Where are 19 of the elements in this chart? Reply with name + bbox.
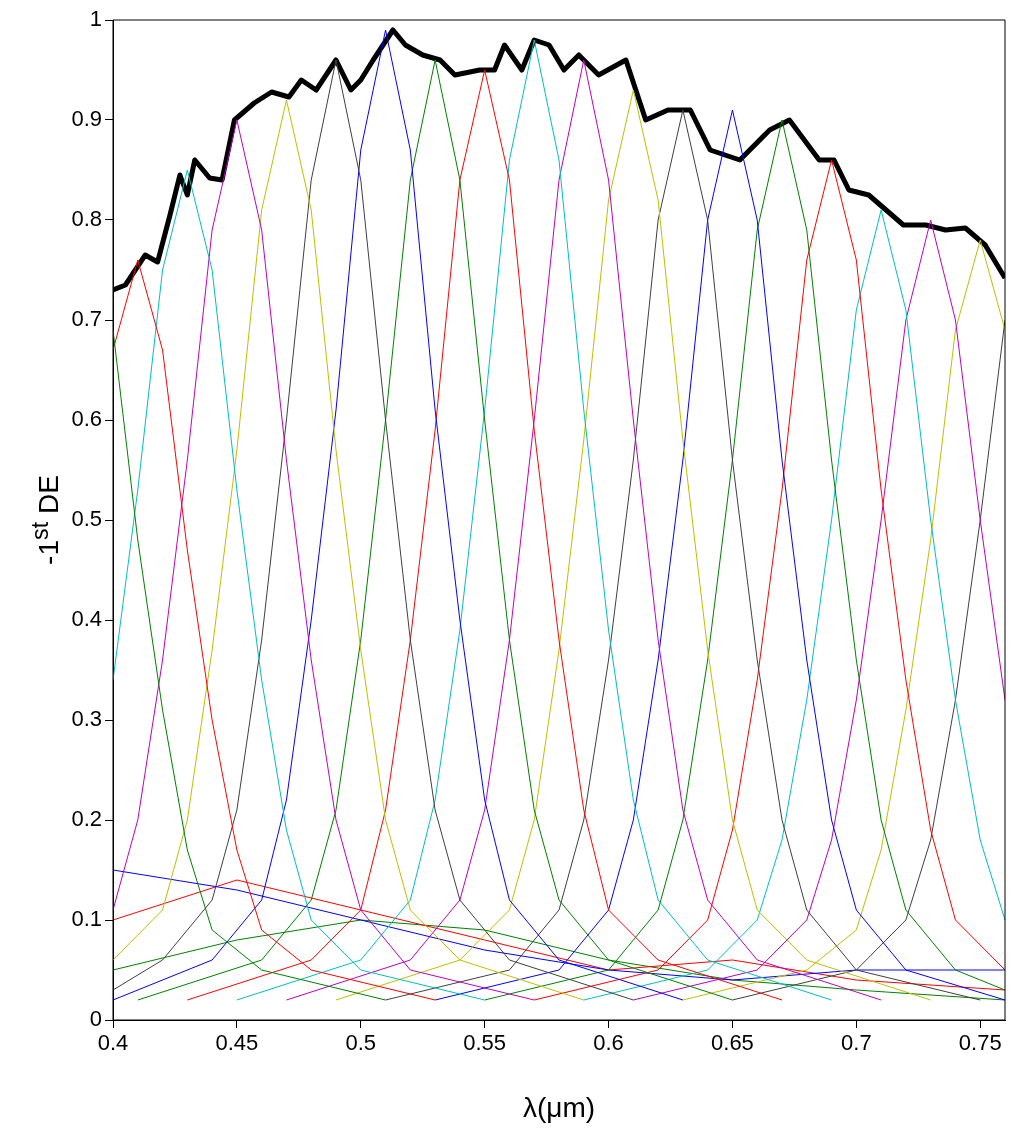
x-tick-label: 0.55 xyxy=(463,1030,507,1056)
x-tick-label: 0.6 xyxy=(593,1030,624,1056)
x-axis-title: λ(μm) xyxy=(521,1092,597,1124)
y-tick-label: 0.1 xyxy=(71,906,102,932)
y-tick-label: 1 xyxy=(89,6,102,32)
y-tick-label: 0.6 xyxy=(71,406,102,432)
x-tick-label: 0.5 xyxy=(345,1030,377,1056)
y-tick-label: 0.4 xyxy=(71,606,102,632)
x-tick-label: 0.45 xyxy=(215,1030,259,1056)
y-tick-label: 0.8 xyxy=(71,206,102,232)
y-tick-label: 0.2 xyxy=(71,806,102,832)
x-tick-label: 0.75 xyxy=(958,1030,1002,1056)
x-tick-label: 0.7 xyxy=(841,1030,872,1056)
y-tick-label: 0.7 xyxy=(71,306,102,332)
y-tick-label: 0.9 xyxy=(71,106,102,132)
y-tick-label: 0 xyxy=(89,1006,102,1032)
y-tick-label: 0.3 xyxy=(71,706,102,732)
x-tick-label: 0.65 xyxy=(711,1030,754,1056)
y-tick-label: 0.5 xyxy=(71,506,102,532)
